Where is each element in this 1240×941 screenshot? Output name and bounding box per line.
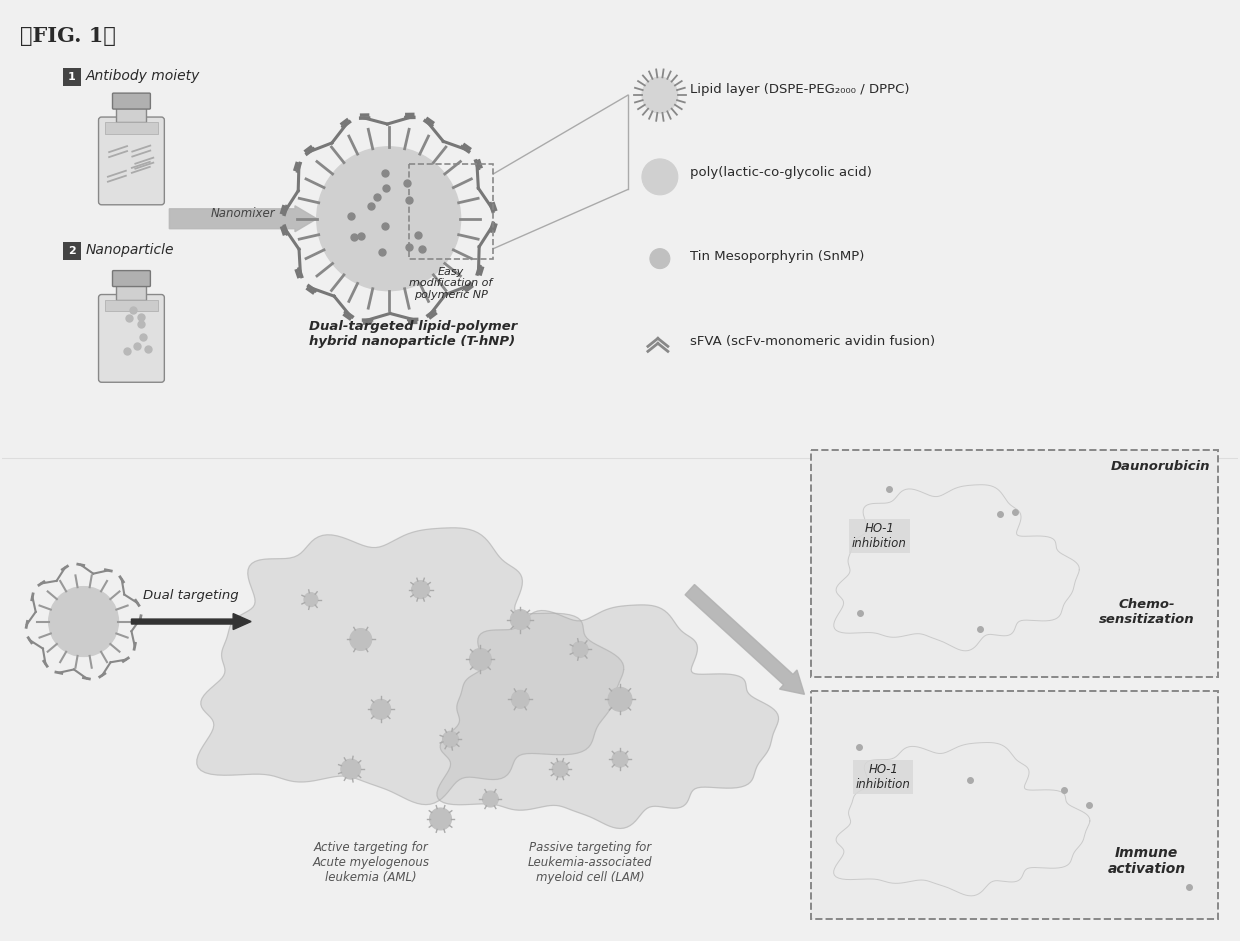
- Circle shape: [317, 147, 460, 291]
- Text: Dual targeting: Dual targeting: [144, 589, 239, 601]
- FancyBboxPatch shape: [63, 242, 81, 260]
- Circle shape: [572, 642, 588, 658]
- Text: poly(lactic-co-glycolic acid): poly(lactic-co-glycolic acid): [689, 166, 872, 179]
- FancyBboxPatch shape: [98, 295, 165, 382]
- FancyBboxPatch shape: [113, 93, 150, 109]
- Circle shape: [443, 731, 459, 747]
- FancyArrow shape: [170, 206, 317, 231]
- Circle shape: [642, 159, 678, 195]
- Text: 1: 1: [68, 72, 76, 82]
- Bar: [117, 106, 146, 122]
- Circle shape: [412, 581, 429, 598]
- FancyBboxPatch shape: [98, 117, 165, 205]
- FancyArrow shape: [131, 614, 250, 630]
- Text: Immune
activation: Immune activation: [1107, 846, 1185, 876]
- Circle shape: [608, 687, 632, 711]
- Bar: [104, 122, 159, 134]
- Text: Chemo-
sensitization: Chemo- sensitization: [1099, 598, 1194, 626]
- Bar: [811, 450, 1218, 678]
- Circle shape: [429, 808, 451, 830]
- Circle shape: [371, 699, 391, 719]
- Circle shape: [552, 761, 568, 777]
- FancyBboxPatch shape: [63, 68, 81, 87]
- Text: HO-1
inhibition: HO-1 inhibition: [852, 522, 906, 550]
- Polygon shape: [833, 485, 1079, 651]
- Circle shape: [613, 751, 627, 767]
- Text: 2: 2: [68, 246, 76, 256]
- Circle shape: [482, 791, 498, 807]
- Text: Daunorubicin: Daunorubicin: [1111, 460, 1210, 473]
- Text: Antibody moiety: Antibody moiety: [86, 70, 200, 83]
- Bar: [811, 692, 1218, 918]
- Circle shape: [341, 759, 361, 779]
- FancyArrow shape: [684, 584, 805, 694]
- Text: HO-1
inhibition: HO-1 inhibition: [856, 763, 910, 791]
- Circle shape: [650, 248, 670, 268]
- Bar: [117, 283, 146, 299]
- FancyBboxPatch shape: [113, 271, 150, 287]
- Text: Easy
modification of
polymeric NP: Easy modification of polymeric NP: [409, 266, 492, 300]
- Text: Lipid layer (DSPE-PEG₂₀₀₀ / DPPC): Lipid layer (DSPE-PEG₂₀₀₀ / DPPC): [689, 83, 909, 96]
- Polygon shape: [833, 742, 1090, 896]
- Text: Nanomixer: Nanomixer: [211, 207, 275, 220]
- Circle shape: [511, 691, 529, 709]
- Text: Nanoparticle: Nanoparticle: [86, 243, 174, 257]
- Bar: [104, 299, 159, 311]
- Text: Dual-targeted lipid-polymer
hybrid nanoparticle (T-hNP): Dual-targeted lipid-polymer hybrid nanop…: [309, 321, 517, 348]
- Circle shape: [304, 593, 317, 607]
- Circle shape: [470, 648, 491, 670]
- Text: Passive targeting for
Leukemia-associated
myeloid cell (LAM): Passive targeting for Leukemia-associate…: [528, 841, 652, 884]
- Polygon shape: [197, 528, 624, 805]
- Text: Tin Mesoporphyrin (SnMP): Tin Mesoporphyrin (SnMP): [689, 249, 864, 263]
- Circle shape: [48, 586, 119, 657]
- Circle shape: [350, 629, 372, 650]
- Bar: [409, 164, 494, 259]
- Circle shape: [642, 77, 678, 113]
- Circle shape: [511, 610, 531, 630]
- Text: sFVA (scFv-monomeric avidin fusion): sFVA (scFv-monomeric avidin fusion): [689, 335, 935, 348]
- Text: 【FIG. 1】: 【FIG. 1】: [20, 26, 115, 46]
- Polygon shape: [436, 605, 779, 828]
- Text: Active targeting for
Acute myelogenous
leukemia (AML): Active targeting for Acute myelogenous l…: [312, 841, 429, 884]
